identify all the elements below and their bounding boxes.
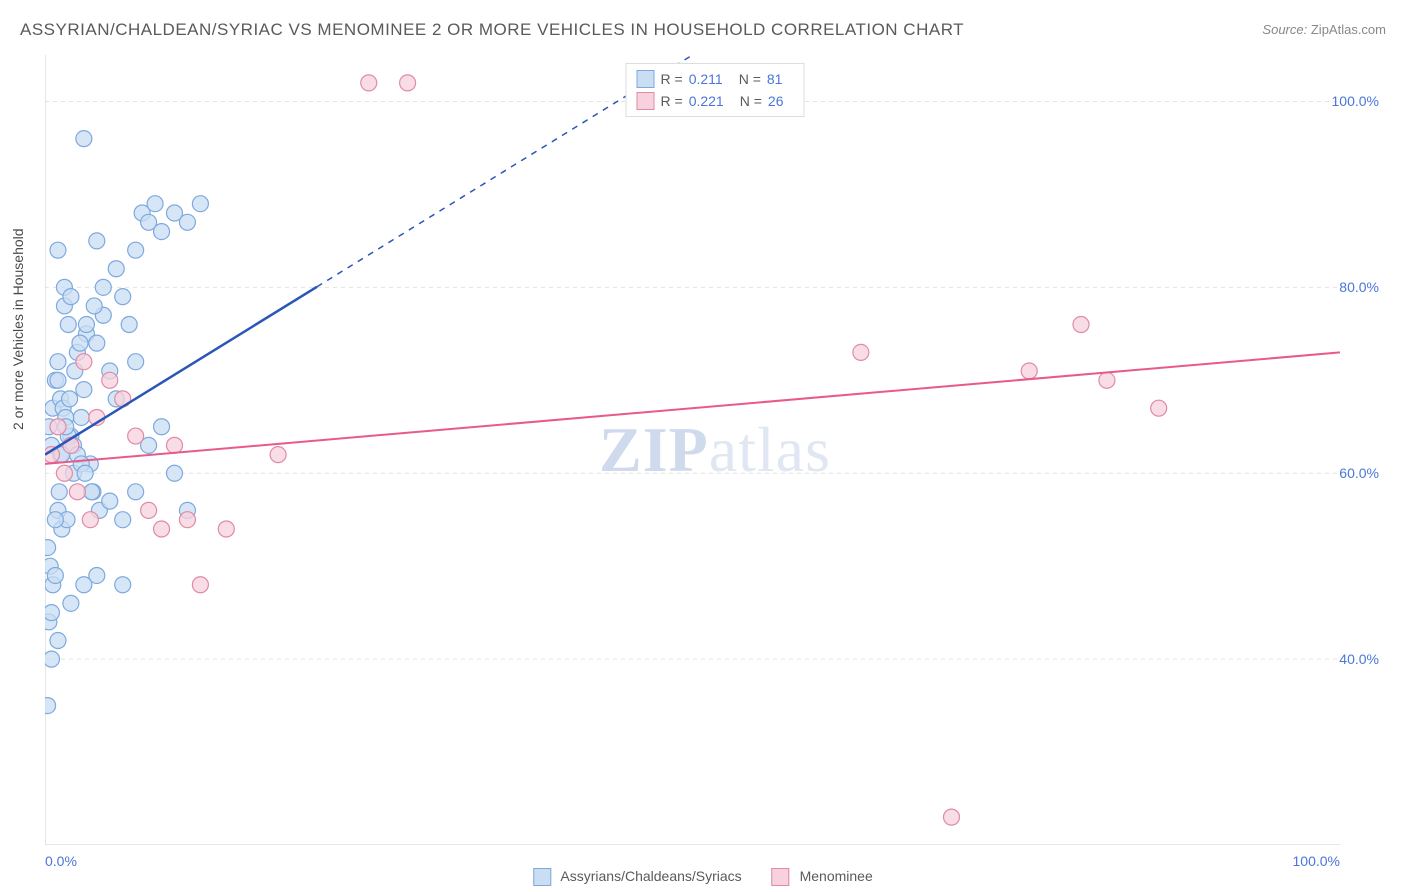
r-value: 0.211 [689, 71, 723, 87]
correlation-legend-row: R = 0.221 N = 26 [637, 90, 794, 112]
correlation-legend: R = 0.211 N = 81 R = 0.221 N = 26 [626, 63, 805, 117]
x-tick-label: 0.0% [45, 853, 77, 869]
r-label: R = [661, 71, 683, 87]
x-tick-label: 100.0% [1293, 853, 1340, 869]
y-tick-label: 80.0% [1339, 279, 1379, 295]
legend-swatch [637, 92, 655, 110]
source-attribution: Source: ZipAtlas.com [1262, 22, 1386, 37]
n-value: 26 [768, 93, 784, 109]
legend-item: Assyrians/Chaldeans/Syriacs [533, 868, 741, 886]
y-tick-label: 40.0% [1339, 651, 1379, 667]
y-axis-label: 2 or more Vehicles in Household [10, 228, 26, 430]
r-label: R = [661, 93, 683, 109]
n-label: N = [740, 93, 762, 109]
legend-item: Menominee [772, 868, 873, 886]
series-legend: Assyrians/Chaldeans/Syriacs Menominee [533, 868, 872, 886]
legend-label: Menominee [800, 868, 873, 884]
chart-title: ASSYRIAN/CHALDEAN/SYRIAC VS MENOMINEE 2 … [20, 20, 964, 40]
y-tick-label: 100.0% [1332, 93, 1379, 109]
source-label: Source: [1262, 22, 1307, 37]
legend-swatch [533, 868, 551, 886]
legend-swatch [772, 868, 790, 886]
plot-area: ZIPatlas R = 0.211 N = 81 R = 0.221 N = … [45, 55, 1385, 845]
legend-label: Assyrians/Chaldeans/Syriacs [560, 868, 741, 884]
source-value: ZipAtlas.com [1311, 22, 1386, 37]
y-tick-label: 60.0% [1339, 465, 1379, 481]
n-value: 81 [767, 71, 783, 87]
correlation-legend-row: R = 0.211 N = 81 [637, 68, 794, 90]
r-value: 0.221 [689, 93, 724, 109]
n-label: N = [739, 71, 761, 87]
legend-swatch [637, 70, 655, 88]
chart-svg [45, 55, 1385, 845]
chart-container: ASSYRIAN/CHALDEAN/SYRIAC VS MENOMINEE 2 … [0, 0, 1406, 892]
